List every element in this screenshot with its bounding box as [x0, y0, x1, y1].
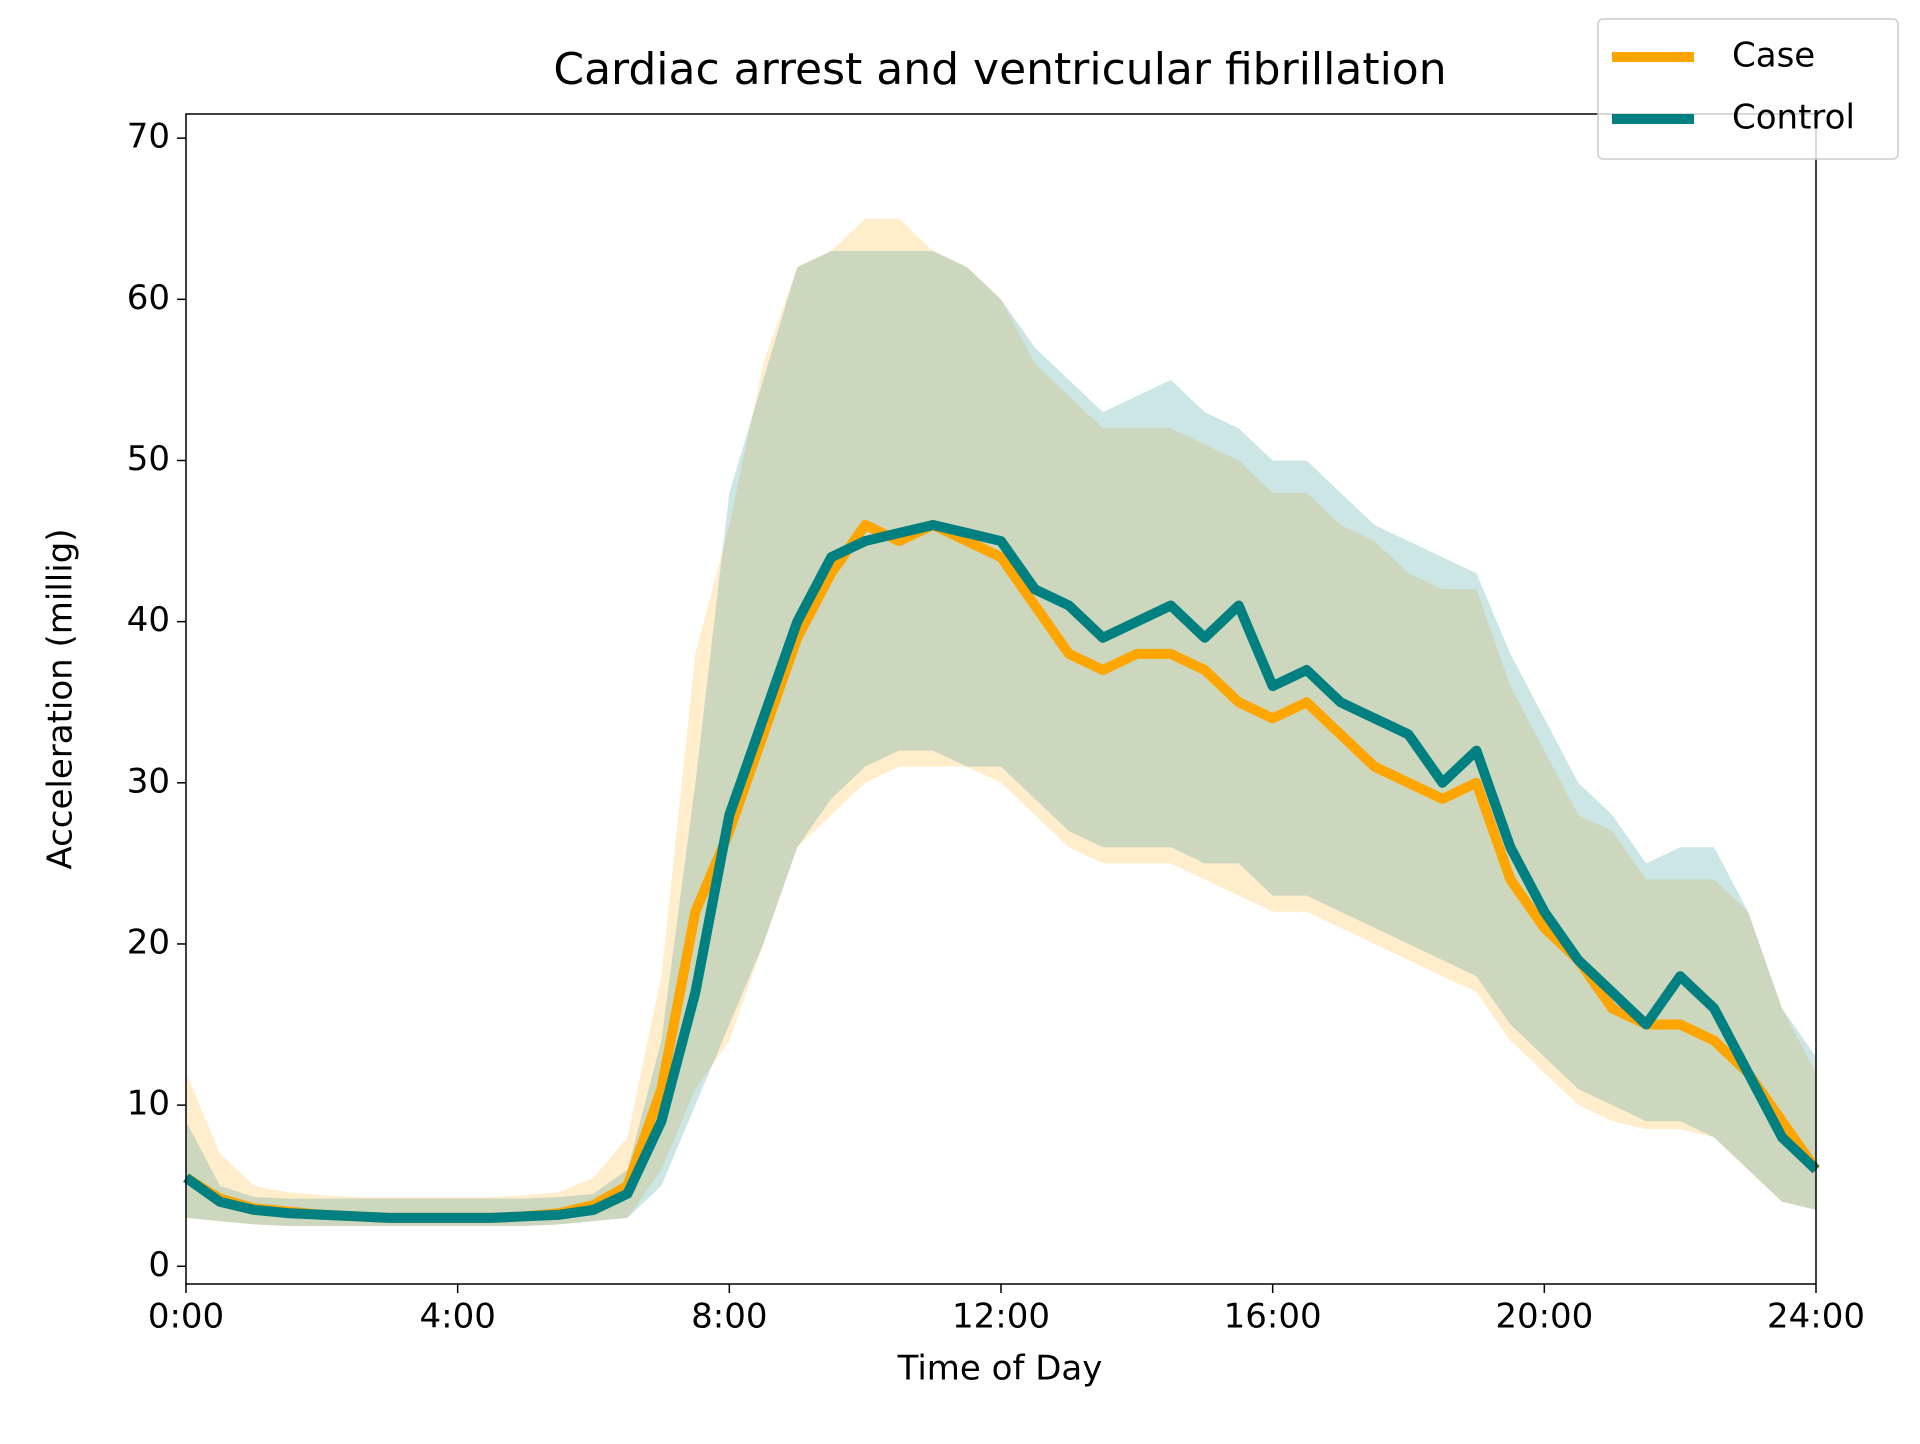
band [186, 218, 1816, 1226]
y-tick-label: 30 [127, 761, 170, 801]
series-line [183, 519, 1820, 1223]
y-tick-label: 10 [127, 1084, 170, 1124]
x-tick-label: 16:00 [1224, 1297, 1322, 1337]
x-tick-label: 20:00 [1495, 1297, 1593, 1337]
y-tick-label: 70 [127, 117, 170, 157]
x-tick-label: 12:00 [952, 1297, 1050, 1337]
y-tick-label: 0 [148, 1245, 170, 1285]
chart-title: Cardiac arrest and ventricular fibrillat… [553, 44, 1446, 95]
plot-frame [185, 113, 1817, 1285]
x-tick-label: 0:00 [148, 1297, 224, 1337]
y-tick-label: 20 [127, 922, 170, 962]
y-tick-label: 50 [127, 439, 170, 479]
x-tick-label: 24:00 [1767, 1297, 1865, 1337]
x-axis-label: Time of Day [897, 1349, 1103, 1389]
y-axis-label: Acceleration (millig) [41, 528, 81, 869]
y-tick-label: 40 [127, 600, 170, 640]
band [186, 250, 1816, 1226]
x-tick-label: 4:00 [419, 1297, 495, 1337]
x-tick-label: 8:00 [691, 1297, 767, 1337]
legend-label: Case [1732, 36, 1815, 76]
y-tick-label: 60 [127, 278, 170, 318]
legend-label: Control [1732, 98, 1855, 138]
